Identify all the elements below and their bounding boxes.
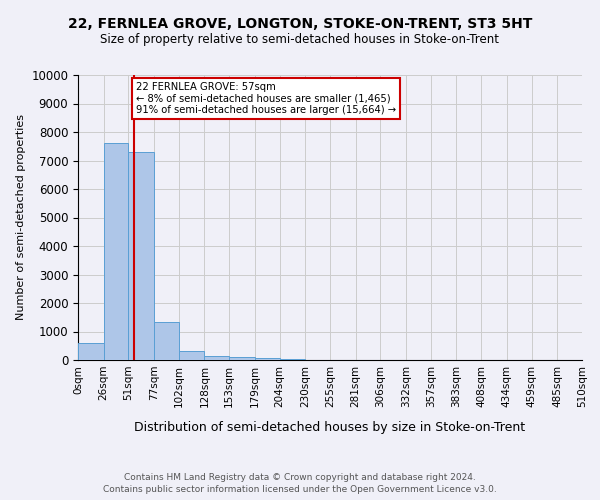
Bar [229,357,255,360]
Bar [205,356,229,360]
Text: Contains public sector information licensed under the Open Government Licence v3: Contains public sector information licen… [103,485,497,494]
Text: 22, FERNLEA GROVE, LONGTON, STOKE-ON-TRENT, ST3 5HT: 22, FERNLEA GROVE, LONGTON, STOKE-ON-TRE… [68,18,532,32]
Bar [280,358,305,360]
Text: 22 FERNLEA GROVE: 57sqm
← 8% of semi-detached houses are smaller (1,465)
91% of : 22 FERNLEA GROVE: 57sqm ← 8% of semi-det… [136,82,397,116]
Bar [104,144,128,360]
Bar [179,351,205,360]
Bar [154,322,179,360]
Bar [128,152,154,360]
Bar [78,343,104,360]
Bar [255,358,280,360]
Text: Size of property relative to semi-detached houses in Stoke-on-Trent: Size of property relative to semi-detach… [101,32,499,46]
X-axis label: Distribution of semi-detached houses by size in Stoke-on-Trent: Distribution of semi-detached houses by … [134,421,526,434]
Text: Contains HM Land Registry data © Crown copyright and database right 2024.: Contains HM Land Registry data © Crown c… [124,472,476,482]
Y-axis label: Number of semi-detached properties: Number of semi-detached properties [16,114,26,320]
